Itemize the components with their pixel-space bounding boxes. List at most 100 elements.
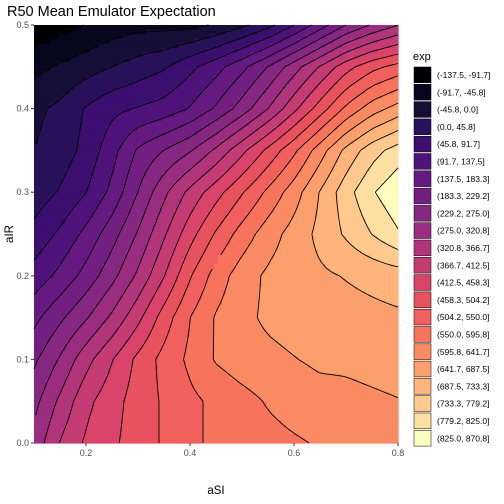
contour-cell <box>230 208 235 214</box>
contour-cell <box>146 217 151 224</box>
contour-cell <box>262 231 267 237</box>
contour-cell <box>218 231 223 237</box>
contour-cell <box>106 34 111 40</box>
contour-cell <box>174 98 179 104</box>
contour-cell <box>70 259 75 265</box>
contour-cell <box>170 89 175 95</box>
contour-cell <box>54 52 59 58</box>
contour-cell <box>246 139 251 146</box>
contour-cell <box>386 185 391 191</box>
contour-cell <box>70 98 75 104</box>
contour-cell <box>206 181 211 187</box>
contour-cell <box>350 245 355 251</box>
contour-cell <box>102 116 107 123</box>
contour-cell <box>78 112 83 118</box>
contour-cell <box>262 227 267 233</box>
contour-cell <box>82 158 87 164</box>
contour-cell <box>142 181 147 187</box>
contour-cell <box>210 43 215 49</box>
contour-cell <box>182 217 187 224</box>
contour-cell <box>218 254 223 260</box>
contour-cell <box>154 112 159 118</box>
contour-cell <box>282 135 287 141</box>
contour-cell <box>390 29 395 35</box>
contour-cell <box>106 176 111 182</box>
contour-cell <box>162 84 167 90</box>
contour-cell <box>394 43 399 49</box>
contour-cell <box>162 217 167 224</box>
contour-cell <box>370 149 375 155</box>
contour-cell <box>198 38 203 44</box>
contour-cell <box>98 245 103 251</box>
contour-cell <box>142 144 147 150</box>
contour-cell <box>202 185 207 191</box>
contour-cell <box>94 240 99 247</box>
contour-cell <box>158 222 163 228</box>
contour-cell <box>198 121 203 127</box>
contour-cell <box>66 135 71 141</box>
contour-cell <box>158 98 163 104</box>
contour-cell <box>386 194 391 201</box>
contour-cell <box>34 158 39 164</box>
contour-cell <box>374 171 379 178</box>
contour-cell <box>202 75 207 81</box>
contour-cell <box>78 57 83 63</box>
contour-cell <box>98 250 103 256</box>
contour-cell <box>42 204 47 210</box>
contour-cell <box>354 240 359 247</box>
contour-cell <box>70 38 75 44</box>
contour-cell <box>154 93 159 100</box>
contour-cell <box>66 254 71 260</box>
contour-cell <box>46 204 51 210</box>
contour-cell <box>158 139 163 146</box>
contour-cell <box>282 52 287 58</box>
contour-cell <box>254 107 259 113</box>
contour-cell <box>310 158 315 164</box>
contour-cell <box>350 107 355 113</box>
contour-cell <box>114 70 119 77</box>
contour-cell <box>74 162 79 168</box>
contour-cell <box>126 126 131 132</box>
contour-cell <box>338 80 343 86</box>
contour-cell <box>318 89 323 95</box>
contour-cell <box>306 25 311 31</box>
contour-cell <box>366 268 371 274</box>
contour-cell <box>54 190 59 196</box>
contour-cell <box>82 126 87 132</box>
contour-cell <box>222 126 227 132</box>
contour-cell <box>134 43 139 49</box>
contour-cell <box>314 190 319 196</box>
contour-cell <box>94 126 99 132</box>
contour-cell <box>198 98 203 104</box>
contour-cell <box>354 126 359 132</box>
contour-cell <box>342 149 347 155</box>
contour-cell <box>46 254 51 260</box>
contour-cell <box>366 126 371 132</box>
contour-cell <box>310 259 315 265</box>
contour-cell <box>226 144 231 150</box>
contour-cell <box>254 273 259 279</box>
contour-cell <box>158 217 163 224</box>
contour-cell <box>238 112 243 118</box>
contour-cell <box>350 130 355 136</box>
contour-cell <box>102 93 107 100</box>
contour-cell <box>234 52 239 58</box>
contour-cell <box>54 222 59 228</box>
contour-cell <box>142 80 147 86</box>
contour-cell <box>254 222 259 228</box>
contour-cell <box>226 194 231 201</box>
contour-cell <box>250 268 255 274</box>
contour-cell <box>198 80 203 86</box>
contour-cell <box>262 75 267 81</box>
contour-cell <box>378 61 383 67</box>
contour-cell <box>114 126 119 132</box>
contour-cell <box>358 236 363 242</box>
contour-cell <box>362 38 367 44</box>
contour-cell <box>82 245 87 251</box>
contour-cell <box>98 153 103 159</box>
contour-cell <box>226 29 231 35</box>
contour-cell <box>394 176 399 182</box>
contour-cell <box>274 52 279 58</box>
contour-cell <box>190 25 195 31</box>
contour-cell <box>350 57 355 63</box>
